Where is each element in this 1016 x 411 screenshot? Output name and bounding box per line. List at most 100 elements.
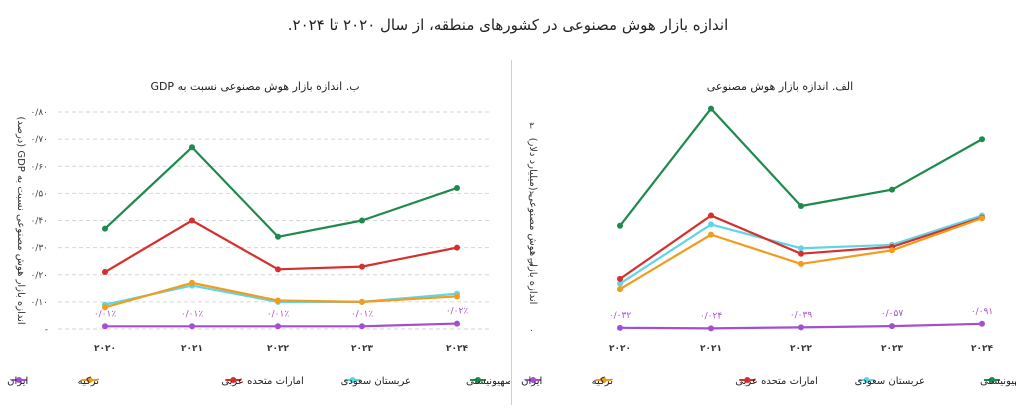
y-tick-label: ۰/۷۰ (30, 135, 48, 145)
data-point-turkey (798, 260, 804, 267)
chart-title: الف. اندازه بازار هوش مصنوعی (707, 80, 853, 93)
data-point-rezhim (359, 217, 365, 224)
x-tick-label: ۲۰۲۳ (881, 344, 903, 354)
series-line-uae (104, 219, 458, 273)
data-point-iran (979, 320, 985, 327)
x-tick-label: ۲۰۲۰ (94, 344, 116, 354)
data-point-iran (275, 323, 281, 330)
data-point-turkey (708, 231, 714, 238)
y-tick-label: ۰/۶۰ (30, 162, 48, 172)
data-point-rezhim (454, 184, 460, 191)
y-tick-label: ۰/۱۰ (30, 298, 48, 308)
legend-marker-dot-uae (230, 377, 237, 383)
data-point-turkey (454, 293, 460, 300)
data-point-iran (102, 323, 108, 330)
y-tick-label: ۳ (529, 122, 534, 132)
data-point-rezhim (617, 222, 623, 229)
legend-label-saudi: عربستان سعودی (341, 376, 411, 387)
y-axis-label: اندازه بازار هوش مصنوعی (میلیارد دلار) (527, 138, 538, 305)
data-label-iran: ۰/۰۱٪ (181, 309, 204, 319)
series-line-turkey (104, 281, 458, 309)
data-point-uae (189, 217, 195, 224)
legend-marker-dot-saudi (863, 377, 870, 383)
data-label-iran: ۰/۰۵۷ (881, 309, 904, 319)
data-label-iran: ۰/۰۱٪ (94, 309, 117, 319)
data-point-saudi (708, 221, 714, 228)
y-tick-label: ۰/۳۰ (30, 244, 48, 254)
y-tick-label: ۰/۴۰ (30, 217, 48, 227)
legend-marker-dot-iran (530, 377, 537, 383)
x-tick-label: ۲۰۲۳ (351, 344, 373, 354)
data-label-iran: ۰/۰۳۹ (790, 310, 813, 320)
data-point-turkey (359, 298, 365, 305)
data-point-turkey (889, 247, 895, 254)
data-point-rezhim (708, 105, 714, 112)
legend-label-rezhim: رژیم صهیونیستی (980, 376, 1016, 387)
legend-label-iran: ایران (7, 376, 28, 387)
y-axis-label: اندازه بازار هوش مصنوعی نسبت به GDP (درص… (15, 116, 26, 324)
data-point-uae (359, 263, 365, 270)
data-point-iran (708, 325, 714, 332)
y-tick-label: 1 (528, 258, 534, 268)
series-line-rezhim (104, 146, 458, 238)
data-point-uae (617, 275, 623, 282)
x-tick-label: ۲۰۲۲ (267, 344, 289, 354)
data-point-uae (708, 212, 714, 219)
data-point-turkey (617, 286, 623, 293)
data-point-turkey (102, 304, 108, 311)
data-point-iran (454, 320, 460, 327)
legend-marker-dot-uae (744, 377, 751, 383)
x-tick-label: ۲۰۲۲ (790, 344, 812, 354)
y-tick-label: ۰ (529, 326, 534, 336)
legend-marker-dot-iran (16, 377, 23, 383)
data-point-rezhim (798, 203, 804, 210)
data-point-saudi (798, 245, 804, 252)
chart-left-gdp-share: ب. اندازه بازار هوش مصنوعی نسبت به GDP ان… (7, 80, 510, 387)
legend-marker-dot-saudi (349, 377, 356, 383)
data-point-turkey (189, 279, 195, 286)
data-point-rezhim (979, 136, 985, 143)
data-label-iran: ۰/۰۳۲ (609, 311, 632, 321)
legend-marker-dot-turkey (86, 377, 93, 383)
y-tick-label: ۰/۲۰ (30, 271, 48, 281)
data-point-rezhim (889, 186, 895, 193)
y-tick-label: ۰/۸۰ (30, 108, 48, 118)
chart-right-market-size: الف. اندازه بازار هوش مصنوعی اندازه بازار… (521, 80, 1016, 387)
series-line-iran (105, 322, 458, 328)
data-point-rezhim (102, 225, 108, 232)
data-label-iran: ۰/۰۱٪ (267, 309, 290, 319)
x-tick-label: ۲۰۲۴ (446, 344, 468, 354)
data-point-turkey (979, 215, 985, 222)
y-tick-label: - (45, 325, 48, 335)
legend-label-uae: امارات متحده عربی (221, 376, 303, 387)
legend-marker-dot-rezhim (475, 377, 481, 383)
x-tick-label: ۲۰۲۴ (971, 344, 993, 354)
x-tick-label: ۲۰۲۱ (700, 344, 722, 354)
data-label-iran: ۰/۰۲٪ (446, 307, 469, 317)
data-point-iran (359, 323, 365, 330)
legend-label-iran: ایران (521, 376, 542, 387)
legend-label-uae: امارات متحده عربی (735, 376, 817, 387)
data-point-uae (454, 244, 460, 251)
data-point-uae (275, 266, 281, 273)
data-label-iran: ۰/۰۲۴ (700, 311, 723, 321)
legend-label-rezhim: رژیم صهیونیستی (466, 376, 510, 387)
data-point-iran (798, 324, 804, 331)
data-label-iran: ۰/۰۱٪ (351, 309, 374, 319)
data-point-turkey (275, 297, 281, 304)
data-point-iran (889, 323, 895, 330)
legend-label-turkey: ترکیه (592, 376, 614, 387)
legend-label-turkey: ترکیه (78, 376, 100, 387)
data-point-rezhim (189, 144, 195, 151)
x-tick-label: ۲۰۲۱ (181, 344, 203, 354)
data-point-iran (617, 324, 623, 331)
legend-marker-dot-rezhim (989, 377, 995, 383)
data-point-rezhim (275, 233, 281, 240)
data-point-saudi (617, 280, 623, 287)
data-point-uae (798, 250, 804, 257)
chart-title: ب. اندازه بازار هوش مصنوعی نسبت به GDP (150, 80, 359, 93)
y-tick-label: ۰/۵۰ (30, 189, 48, 199)
data-point-iran (189, 323, 195, 330)
page-title: اندازه بازار هوش مصنوعی در کشورهای منطقه… (287, 16, 729, 34)
panel-divider (511, 60, 512, 405)
